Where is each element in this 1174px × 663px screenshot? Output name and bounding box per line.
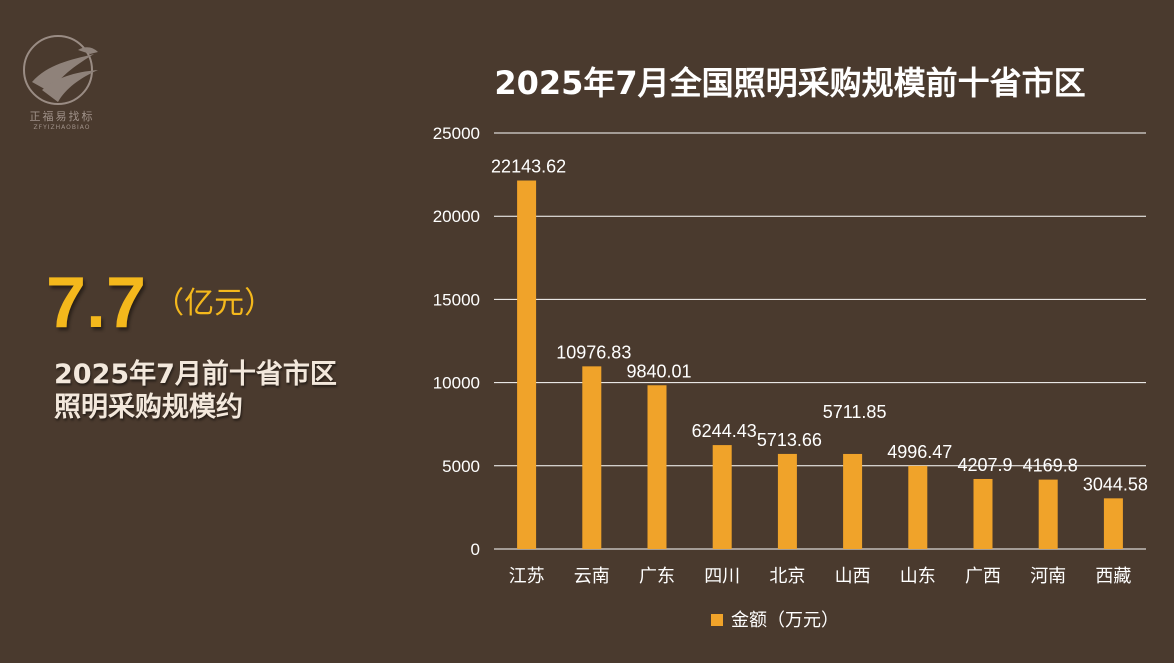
bar	[973, 478, 993, 549]
data-label: 10976.83	[556, 342, 631, 362]
data-label: 3044.58	[1083, 474, 1148, 494]
bar	[517, 180, 537, 550]
kpi-value: 7.7	[46, 263, 147, 343]
kpi-desc-line2: 照明采购规模约	[54, 392, 243, 423]
kpi-desc-line1: 2025年7月前十省市区	[54, 359, 337, 390]
bar	[1103, 498, 1123, 549]
data-label: 9840.01	[626, 361, 691, 381]
data-label: 6244.43	[692, 421, 757, 441]
x-tick-label: 北京	[769, 566, 805, 587]
bar	[777, 453, 797, 549]
data-label: 4169.8	[1023, 456, 1078, 476]
bar	[647, 385, 667, 549]
kpi-block: 7.7 （亿元）	[46, 262, 274, 344]
bar	[712, 445, 732, 549]
legend-swatch	[711, 614, 723, 626]
kpi-description: 2025年7月前十省市区 照明采购规模约	[54, 358, 394, 424]
x-tick-label: 西藏	[1095, 566, 1131, 587]
x-tick-label: 河南	[1030, 566, 1066, 587]
x-tick-label: 山西	[835, 566, 871, 587]
y-tick-label: 5000	[442, 457, 480, 476]
x-tick-label: 四川	[704, 566, 740, 587]
data-label: 5713.66	[757, 430, 822, 450]
kpi-unit: （亿元）	[154, 286, 275, 321]
legend: 金额（万元）	[711, 606, 839, 632]
y-tick-label: 10000	[433, 374, 480, 393]
logo-subtext: ZFYIZHAOBIAO	[33, 124, 91, 131]
y-tick-label: 15000	[433, 290, 480, 309]
bar	[843, 453, 863, 549]
data-label: 22143.62	[491, 157, 566, 177]
x-tick-label: 广东	[639, 566, 675, 587]
bar	[908, 465, 928, 549]
x-tick-label: 云南	[574, 566, 610, 587]
y-tick-label: 25000	[433, 124, 480, 143]
legend-label: 金额（万元）	[731, 610, 839, 631]
bar	[582, 366, 602, 549]
bar	[1038, 479, 1058, 549]
x-tick-label: 广西	[965, 566, 1001, 587]
data-label: 5711.85	[823, 402, 887, 422]
y-tick-label: 20000	[433, 207, 480, 226]
x-tick-label: 山东	[900, 566, 936, 587]
eagle-logo-icon	[23, 35, 98, 105]
data-label: 4996.47	[887, 442, 952, 462]
x-tick-label: 江苏	[509, 566, 545, 587]
chart-title: 2025年7月全国照明采购规模前十省市区	[494, 64, 1086, 102]
data-label: 4207.9	[957, 455, 1012, 475]
y-tick-label: 0	[471, 540, 480, 559]
logo-text: 正福易找标	[29, 110, 95, 123]
